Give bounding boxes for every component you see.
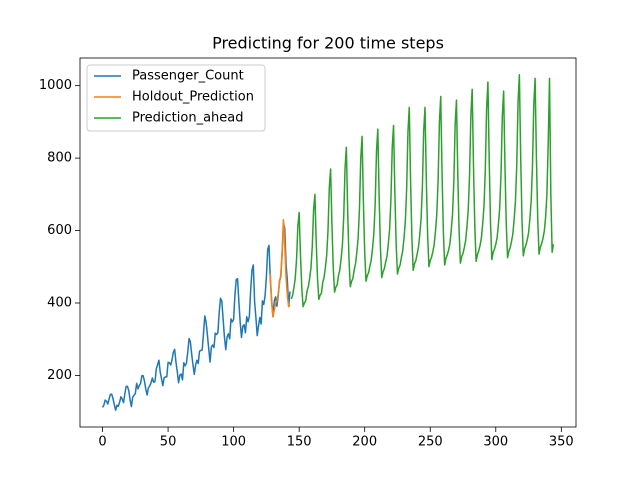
legend-label: Holdout_Prediction: [132, 90, 254, 105]
series-line: [290, 74, 555, 308]
x-tick-label: 300: [483, 435, 508, 450]
x-tick-label: 100: [221, 435, 246, 450]
y-tick-label: 800: [47, 151, 72, 166]
y-tick-label: 200: [47, 368, 72, 383]
legend-box: [86, 64, 266, 132]
x-tick-label: 50: [160, 435, 177, 450]
legend-label: Passenger_Count: [132, 69, 244, 84]
plot-frame: [79, 57, 577, 428]
y-tick-label: 1000: [39, 78, 72, 93]
legend: Passenger_Count Holdout_Prediction Predict…: [86, 64, 266, 132]
y-tick-label: 400: [47, 295, 72, 310]
x-tick-label: 350: [549, 435, 574, 450]
series-line: [101, 221, 291, 411]
x-tick-label: 200: [352, 435, 377, 450]
y-tick-label: 600: [47, 223, 72, 238]
series-line: [269, 218, 291, 318]
x-tick-label: 250: [418, 435, 443, 450]
x-tick-label: 0: [98, 435, 106, 450]
legend-label: Prediction_ahead: [132, 111, 244, 126]
x-tick-label: 150: [287, 435, 312, 450]
chart-title: Predicting for 200 time steps: [212, 34, 444, 53]
